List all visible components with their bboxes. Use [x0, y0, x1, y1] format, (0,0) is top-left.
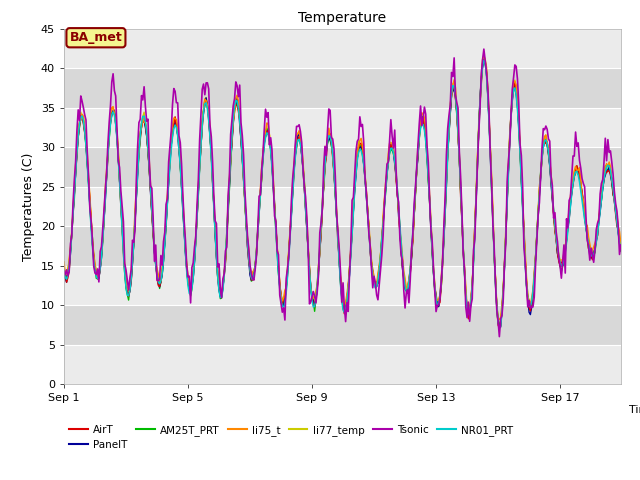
- Bar: [64, 345, 621, 384]
- Bar: [64, 29, 621, 68]
- Bar: [64, 305, 621, 345]
- Bar: [64, 68, 621, 108]
- Bar: [64, 265, 621, 305]
- Bar: [64, 147, 621, 187]
- Y-axis label: Temperatures (C): Temperatures (C): [22, 152, 35, 261]
- Legend: AirT, PanelT, AM25T_PRT, li75_t, li77_temp, Tsonic, NR01_PRT: AirT, PanelT, AM25T_PRT, li75_t, li77_te…: [69, 425, 513, 450]
- X-axis label: Time: Time: [630, 405, 640, 415]
- Bar: [64, 226, 621, 265]
- Text: BA_met: BA_met: [70, 31, 122, 44]
- Bar: [64, 108, 621, 147]
- Title: Temperature: Temperature: [298, 11, 387, 25]
- Bar: [64, 187, 621, 226]
